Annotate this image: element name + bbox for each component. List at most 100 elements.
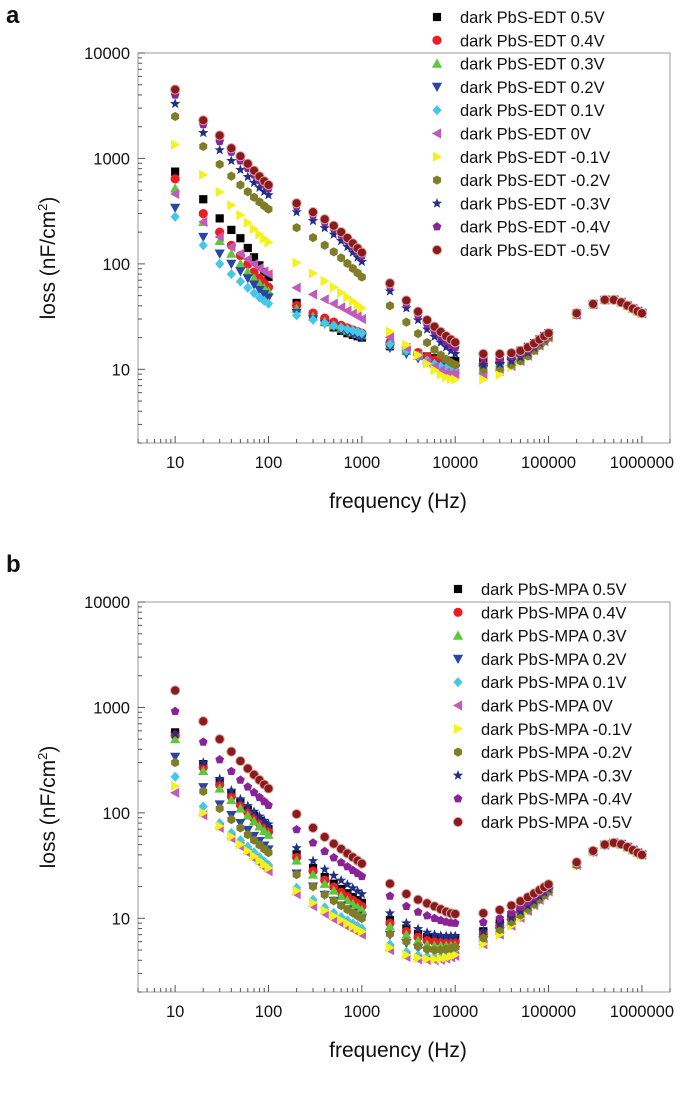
data-point bbox=[571, 308, 582, 319]
data-point bbox=[235, 276, 245, 287]
data-point bbox=[385, 891, 395, 900]
y-tick-label: 100 bbox=[102, 256, 130, 274]
data-point bbox=[342, 879, 353, 889]
data-point bbox=[235, 755, 246, 767]
data-point bbox=[329, 320, 339, 331]
data-point bbox=[307, 855, 319, 866]
y-axis-label-close: ) bbox=[37, 746, 60, 753]
legend-label: dark PbS-MPA -0.2V bbox=[481, 744, 632, 762]
data-point bbox=[319, 831, 330, 843]
data-point bbox=[441, 341, 452, 352]
data-point bbox=[254, 182, 265, 192]
legend-marker bbox=[453, 607, 463, 617]
data-point bbox=[291, 808, 302, 820]
data-point bbox=[450, 337, 461, 348]
legend-marker bbox=[432, 105, 442, 116]
data-point bbox=[215, 803, 224, 814]
legend: dark PbS-EDT 0.5V dark PbS-EDT 0.4V dark P… bbox=[431, 9, 610, 260]
data-point bbox=[450, 930, 461, 941]
data-point bbox=[328, 870, 339, 880]
y-axis-label-text: loss (nF/cm bbox=[37, 211, 60, 320]
data-point bbox=[348, 296, 358, 307]
data-point bbox=[478, 908, 489, 919]
y-axis-label: loss (nF/cm2) bbox=[35, 197, 60, 320]
panel-label: a bbox=[6, 2, 20, 29]
data-point bbox=[450, 918, 460, 927]
data-point bbox=[249, 223, 260, 235]
data-point bbox=[198, 757, 209, 767]
data-point bbox=[402, 901, 411, 911]
data-point bbox=[441, 363, 451, 374]
data-point bbox=[199, 169, 209, 180]
data-point bbox=[198, 716, 209, 727]
data-point bbox=[243, 243, 252, 253]
data-point bbox=[227, 225, 236, 234]
data-point bbox=[198, 216, 208, 228]
data-points bbox=[170, 84, 648, 385]
data-point bbox=[636, 849, 647, 860]
data-point bbox=[356, 256, 367, 267]
data-point bbox=[263, 783, 274, 794]
data-point bbox=[328, 838, 339, 849]
data-point bbox=[478, 348, 489, 359]
data-point bbox=[170, 706, 180, 715]
data-point bbox=[249, 253, 259, 262]
data-point bbox=[242, 266, 253, 276]
data-point bbox=[436, 369, 446, 380]
data-point bbox=[307, 215, 319, 226]
data-point bbox=[264, 847, 273, 858]
x-axis-label: frequency (Hz) bbox=[329, 490, 467, 513]
data-point bbox=[215, 159, 224, 169]
data-point bbox=[215, 817, 225, 829]
data-point bbox=[401, 929, 412, 939]
data-point bbox=[249, 851, 260, 862]
loss-vs-frequency-chart-mpa: b 10 100 1000 10000 10 100 1000 10000 100000 10000… bbox=[6, 551, 674, 1062]
data-point bbox=[242, 800, 253, 811]
data-point bbox=[421, 315, 433, 326]
legend-label: dark PbS-EDT -0.3V bbox=[460, 195, 610, 213]
legend-label: dark PbS-EDT 0.4V bbox=[460, 32, 605, 50]
loss-vs-frequency-chart-edt: a 10 100 1000 10000 10 100 1000 10000 100000 10000… bbox=[6, 2, 674, 513]
data-point bbox=[442, 372, 452, 383]
data-point bbox=[291, 198, 302, 209]
legend-marker bbox=[433, 175, 441, 185]
data-point bbox=[308, 838, 318, 847]
data-point bbox=[402, 317, 411, 327]
data-point bbox=[171, 167, 180, 176]
legend-marker bbox=[454, 747, 462, 757]
legend-label: dark PbS-EDT -0.1V bbox=[460, 149, 610, 167]
legend-marker bbox=[452, 770, 464, 780]
data-point bbox=[291, 855, 302, 865]
data-point bbox=[357, 328, 367, 339]
data-point bbox=[236, 180, 245, 190]
data-point bbox=[248, 280, 260, 290]
data-point bbox=[170, 98, 181, 109]
x-tick-label: 1000000 bbox=[610, 1003, 674, 1021]
data-point bbox=[401, 917, 412, 928]
data-point bbox=[343, 918, 353, 929]
data-point bbox=[309, 233, 318, 243]
data-point bbox=[248, 816, 260, 826]
data-point bbox=[494, 348, 505, 360]
data-point bbox=[357, 913, 366, 923]
panel-label: b bbox=[6, 551, 21, 578]
data-point bbox=[170, 685, 181, 696]
data-point bbox=[259, 815, 270, 825]
legend-marker bbox=[431, 244, 443, 256]
data-point bbox=[254, 278, 265, 288]
data-point bbox=[264, 862, 274, 874]
data-point bbox=[343, 292, 353, 303]
data-point bbox=[451, 360, 460, 370]
data-point bbox=[337, 287, 347, 298]
data-point bbox=[506, 900, 517, 911]
x-tick-label: 10000 bbox=[432, 454, 478, 472]
chart-panel-b: b 10 100 1000 10000 10 100 1000 10000 100000 10000… bbox=[0, 549, 691, 1098]
data-point bbox=[214, 783, 225, 793]
data-point bbox=[401, 295, 412, 306]
data-point bbox=[249, 787, 259, 797]
data-point bbox=[543, 879, 554, 890]
legend-marker bbox=[432, 151, 443, 162]
data-point bbox=[478, 917, 488, 926]
data-point bbox=[506, 347, 517, 359]
data-point bbox=[435, 930, 446, 941]
